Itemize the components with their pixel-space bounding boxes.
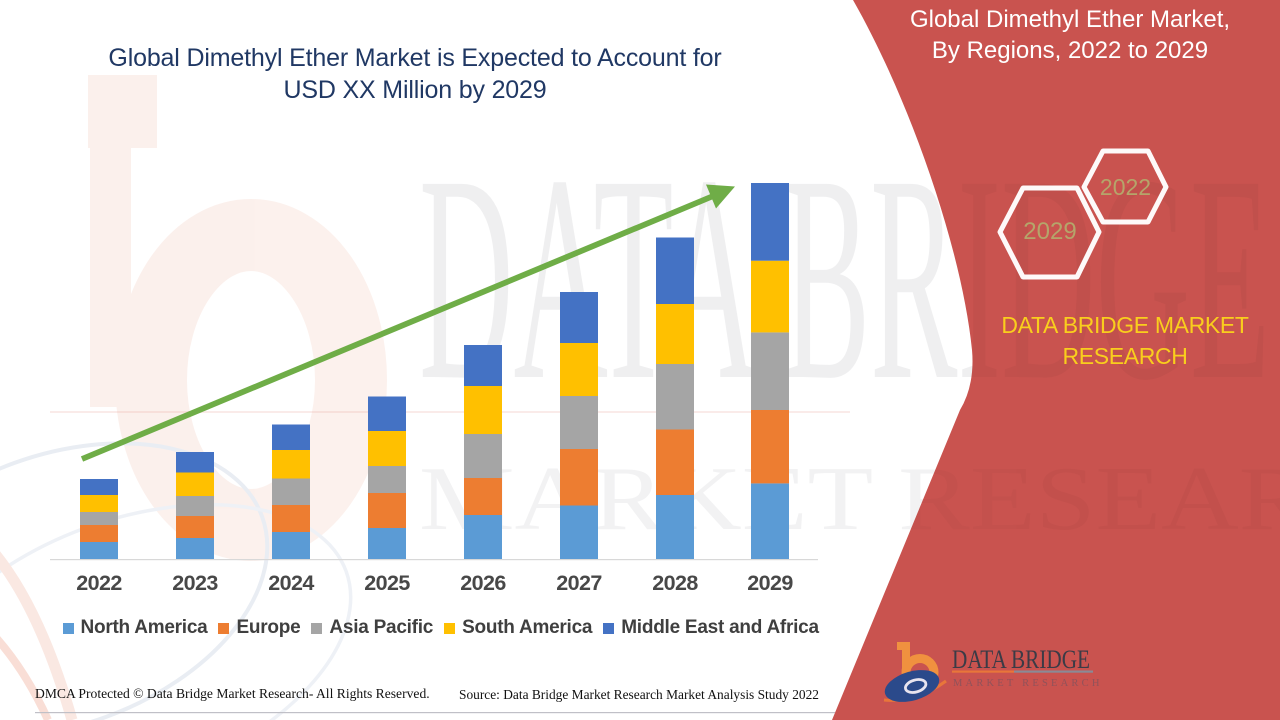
svg-text:MARKET RESEARCH: MARKET RESEARCH [953,678,1103,689]
svg-text:DATA BRIDGE: DATA BRIDGE [952,645,1090,674]
